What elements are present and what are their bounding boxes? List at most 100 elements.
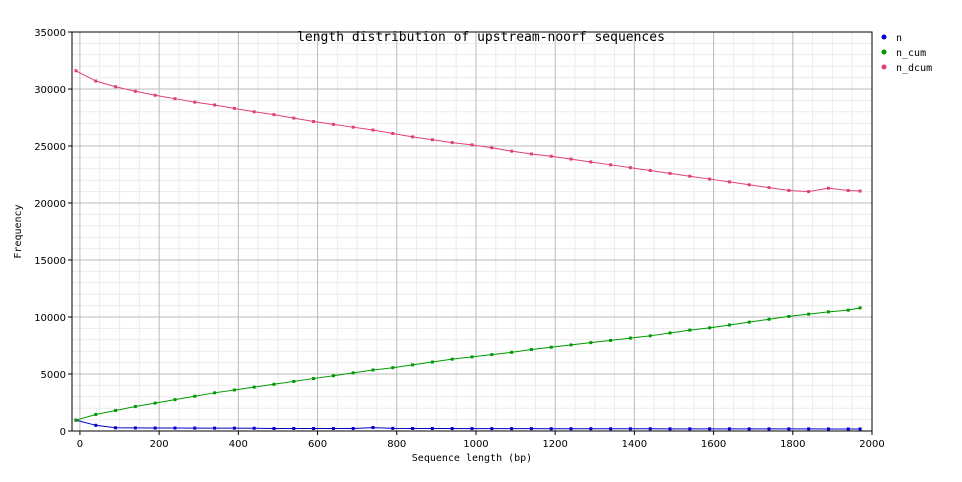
data-point-n: [688, 427, 692, 431]
data-point-n_cum: [312, 377, 316, 381]
data-point-n_dcum: [232, 106, 236, 110]
data-point-n_dcum: [549, 154, 553, 158]
data-point-n: [232, 426, 236, 430]
y-tick-label: 15000: [34, 256, 66, 267]
data-point-n: [173, 426, 177, 430]
x-tick-label: 200: [150, 439, 169, 450]
data-point-n_dcum: [767, 186, 771, 190]
data-point-n: [391, 426, 395, 430]
data-point-n: [450, 427, 454, 431]
data-point-n_dcum: [807, 190, 811, 194]
legend-label: n: [896, 33, 902, 44]
data-point-n_dcum: [648, 169, 652, 173]
data-point-n_cum: [470, 355, 474, 359]
series-n_dcum: [74, 69, 862, 194]
data-point-n_cum: [252, 385, 256, 389]
data-point-n: [628, 427, 632, 431]
data-point-n: [826, 427, 830, 431]
data-point-n_dcum: [510, 149, 514, 153]
data-point-n: [213, 426, 217, 430]
data-point-n: [153, 426, 157, 430]
data-point-n: [114, 426, 118, 430]
data-point-n_dcum: [133, 89, 137, 93]
data-point-n_cum: [628, 336, 632, 340]
data-point-n_cum: [858, 306, 862, 310]
data-point-n_dcum: [331, 122, 335, 126]
data-point-n_dcum: [173, 97, 177, 101]
data-point-n: [609, 427, 613, 431]
data-point-n_cum: [94, 412, 98, 416]
data-point-n: [331, 427, 335, 431]
data-point-n: [589, 427, 593, 431]
data-point-n_cum: [688, 328, 692, 332]
data-point-n: [747, 427, 751, 431]
x-axis-label: Sequence length (bp): [412, 453, 532, 464]
data-point-n_dcum: [529, 152, 533, 156]
data-point-n_dcum: [668, 171, 672, 175]
data-point-n_cum: [351, 371, 355, 375]
data-point-n_cum: [133, 404, 137, 408]
data-point-n_cum: [549, 345, 553, 349]
data-point-n_dcum: [470, 143, 474, 147]
data-point-n_cum: [450, 357, 454, 361]
data-point-n_dcum: [609, 163, 613, 167]
data-point-n_cum: [411, 363, 415, 367]
data-point-n_cum: [490, 353, 494, 357]
data-point-n_cum: [430, 360, 434, 364]
data-point-n_dcum: [411, 135, 415, 139]
data-point-n_cum: [74, 418, 78, 422]
data-point-n_cum: [787, 314, 791, 318]
y-tick-label: 20000: [34, 199, 66, 210]
data-point-n: [193, 426, 197, 430]
x-tick-label: 600: [308, 439, 327, 450]
data-point-n_dcum: [213, 103, 217, 107]
data-point-n_cum: [648, 334, 652, 338]
data-point-n: [371, 426, 375, 430]
data-point-n: [668, 427, 672, 431]
legend-label: n_dcum: [896, 63, 932, 74]
x-tick-label: 1600: [701, 439, 726, 450]
data-point-n_dcum: [153, 93, 157, 97]
data-point-n_dcum: [858, 189, 862, 193]
y-tick-label: 25000: [34, 142, 66, 153]
data-point-n_cum: [292, 379, 296, 383]
data-point-n_dcum: [688, 174, 692, 178]
data-point-n: [708, 427, 712, 431]
data-point-n_dcum: [74, 69, 78, 73]
data-point-n: [858, 427, 862, 431]
data-point-n_cum: [668, 331, 672, 335]
series-layer: [74, 69, 862, 431]
data-point-n_dcum: [490, 146, 494, 150]
plot-area-frame: [71, 31, 873, 432]
data-point-n_cum: [114, 408, 118, 412]
data-point-n_cum: [747, 320, 751, 324]
series-n: [74, 418, 862, 431]
y-axis-label: Frequency: [13, 204, 24, 258]
chart-title: length distribution of upstream-noorf se…: [297, 30, 665, 45]
data-point-n: [787, 427, 791, 431]
data-point-n_cum: [609, 338, 613, 342]
legend: n n_cum n_dcum: [881, 33, 932, 74]
x-tick-label: 2000: [859, 439, 884, 450]
y-tick-label: 35000: [34, 28, 66, 39]
data-point-n_dcum: [708, 177, 712, 181]
data-point-n_dcum: [292, 116, 296, 120]
y-axis: 0 5000 10000 15000 20000 25000 30000 35000: [34, 28, 72, 438]
major-grid: [72, 31, 873, 432]
data-point-n_cum: [826, 310, 830, 314]
data-point-n: [252, 426, 256, 430]
data-point-n: [529, 427, 533, 431]
y-tick-label: 30000: [34, 85, 66, 96]
data-point-n_dcum: [846, 188, 850, 192]
y-tick-label: 5000: [41, 370, 66, 381]
data-point-n_dcum: [272, 113, 276, 117]
data-point-n_cum: [232, 388, 236, 392]
data-point-n_cum: [371, 368, 375, 372]
data-point-n: [133, 426, 137, 430]
x-tick-label: 1400: [622, 439, 647, 450]
series-line-n_cum: [75, 307, 861, 421]
x-tick-label: 400: [229, 439, 248, 450]
legend-marker: [881, 64, 887, 70]
data-point-n: [292, 426, 296, 430]
